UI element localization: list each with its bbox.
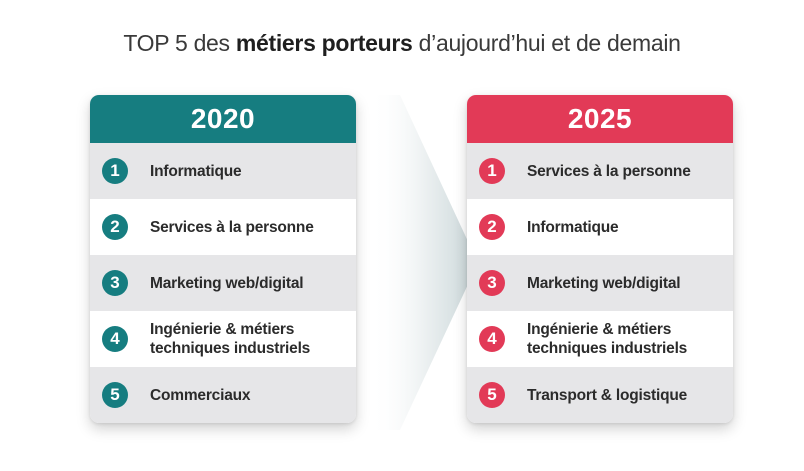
rank-badge: 2: [479, 214, 505, 240]
list-item-label: Informatique: [150, 162, 242, 181]
list-item-label: Marketing web/digital: [527, 274, 681, 293]
ranking-card-2020: 2020 1 Informatique 2 Services à la pers…: [90, 95, 356, 423]
list-item: 3 Marketing web/digital: [90, 255, 356, 311]
rank-badge: 5: [102, 382, 128, 408]
list-item: 5 Transport & logistique: [467, 367, 733, 423]
list-item: 4 Ingénierie & métiers techniques indust…: [467, 311, 733, 367]
list-item-label: Services à la personne: [150, 218, 314, 237]
card-header-year: 2025: [467, 95, 733, 143]
list-item: 5 Commerciaux: [90, 367, 356, 423]
label-line: Services à la personne: [150, 218, 314, 236]
rank-badge: 3: [102, 270, 128, 296]
rank-badge: 4: [479, 326, 505, 352]
label-line: Marketing web/digital: [527, 274, 681, 292]
list-item: 3 Marketing web/digital: [467, 255, 733, 311]
label-line: Ingénierie & métiers: [527, 321, 672, 338]
page-title: TOP 5 des métiers porteurs d’aujourd’hui…: [0, 30, 804, 57]
list-item-label: Commerciaux: [150, 386, 251, 405]
rank-badge: 1: [479, 158, 505, 184]
ranking-list: 1 Services à la personne 2 Informatique …: [467, 143, 733, 423]
ranking-list: 1 Informatique 2 Services à la personne …: [90, 143, 356, 423]
ranking-card-2025: 2025 1 Services à la personne 2 Informat…: [467, 95, 733, 423]
label-line: Commerciaux: [150, 386, 251, 404]
label-line: Transport & logistique: [527, 386, 688, 404]
list-item: 1 Services à la personne: [467, 143, 733, 199]
card-header-year: 2020: [90, 95, 356, 143]
label-line: Informatique: [150, 162, 242, 180]
label-line: Informatique: [527, 218, 619, 236]
label-line: Ingénierie & métiers: [150, 321, 295, 338]
transition-arrow-icon: [370, 95, 478, 430]
list-item: 1 Informatique: [90, 143, 356, 199]
list-item-label: Transport & logistique: [527, 386, 687, 405]
title-emphasis: métiers porteurs: [235, 30, 413, 56]
list-item-label: Marketing web/digital: [150, 274, 304, 293]
rank-badge: 5: [479, 382, 505, 408]
label-line: Services à la personne: [527, 162, 691, 180]
title-suffix: d’aujourd’hui et de demain: [412, 30, 681, 56]
list-item: 4 Ingénierie & métiers techniques indust…: [90, 311, 356, 367]
list-item-label: Services à la personne: [527, 162, 691, 181]
label-line: techniques industriels: [150, 340, 311, 357]
rank-badge: 2: [102, 214, 128, 240]
rank-badge: 4: [102, 326, 128, 352]
rank-badge: 3: [479, 270, 505, 296]
rank-badge: 1: [102, 158, 128, 184]
list-item: 2 Informatique: [467, 199, 733, 255]
list-item-label: Informatique: [527, 218, 619, 237]
label-line: techniques industriels: [527, 340, 688, 357]
label-line: Marketing web/digital: [150, 274, 304, 292]
list-item-label: Ingénierie & métiers techniques industri…: [527, 320, 687, 358]
list-item-label: Ingénierie & métiers techniques industri…: [150, 320, 310, 358]
title-prefix: TOP 5 des: [123, 30, 236, 56]
list-item: 2 Services à la personne: [90, 199, 356, 255]
